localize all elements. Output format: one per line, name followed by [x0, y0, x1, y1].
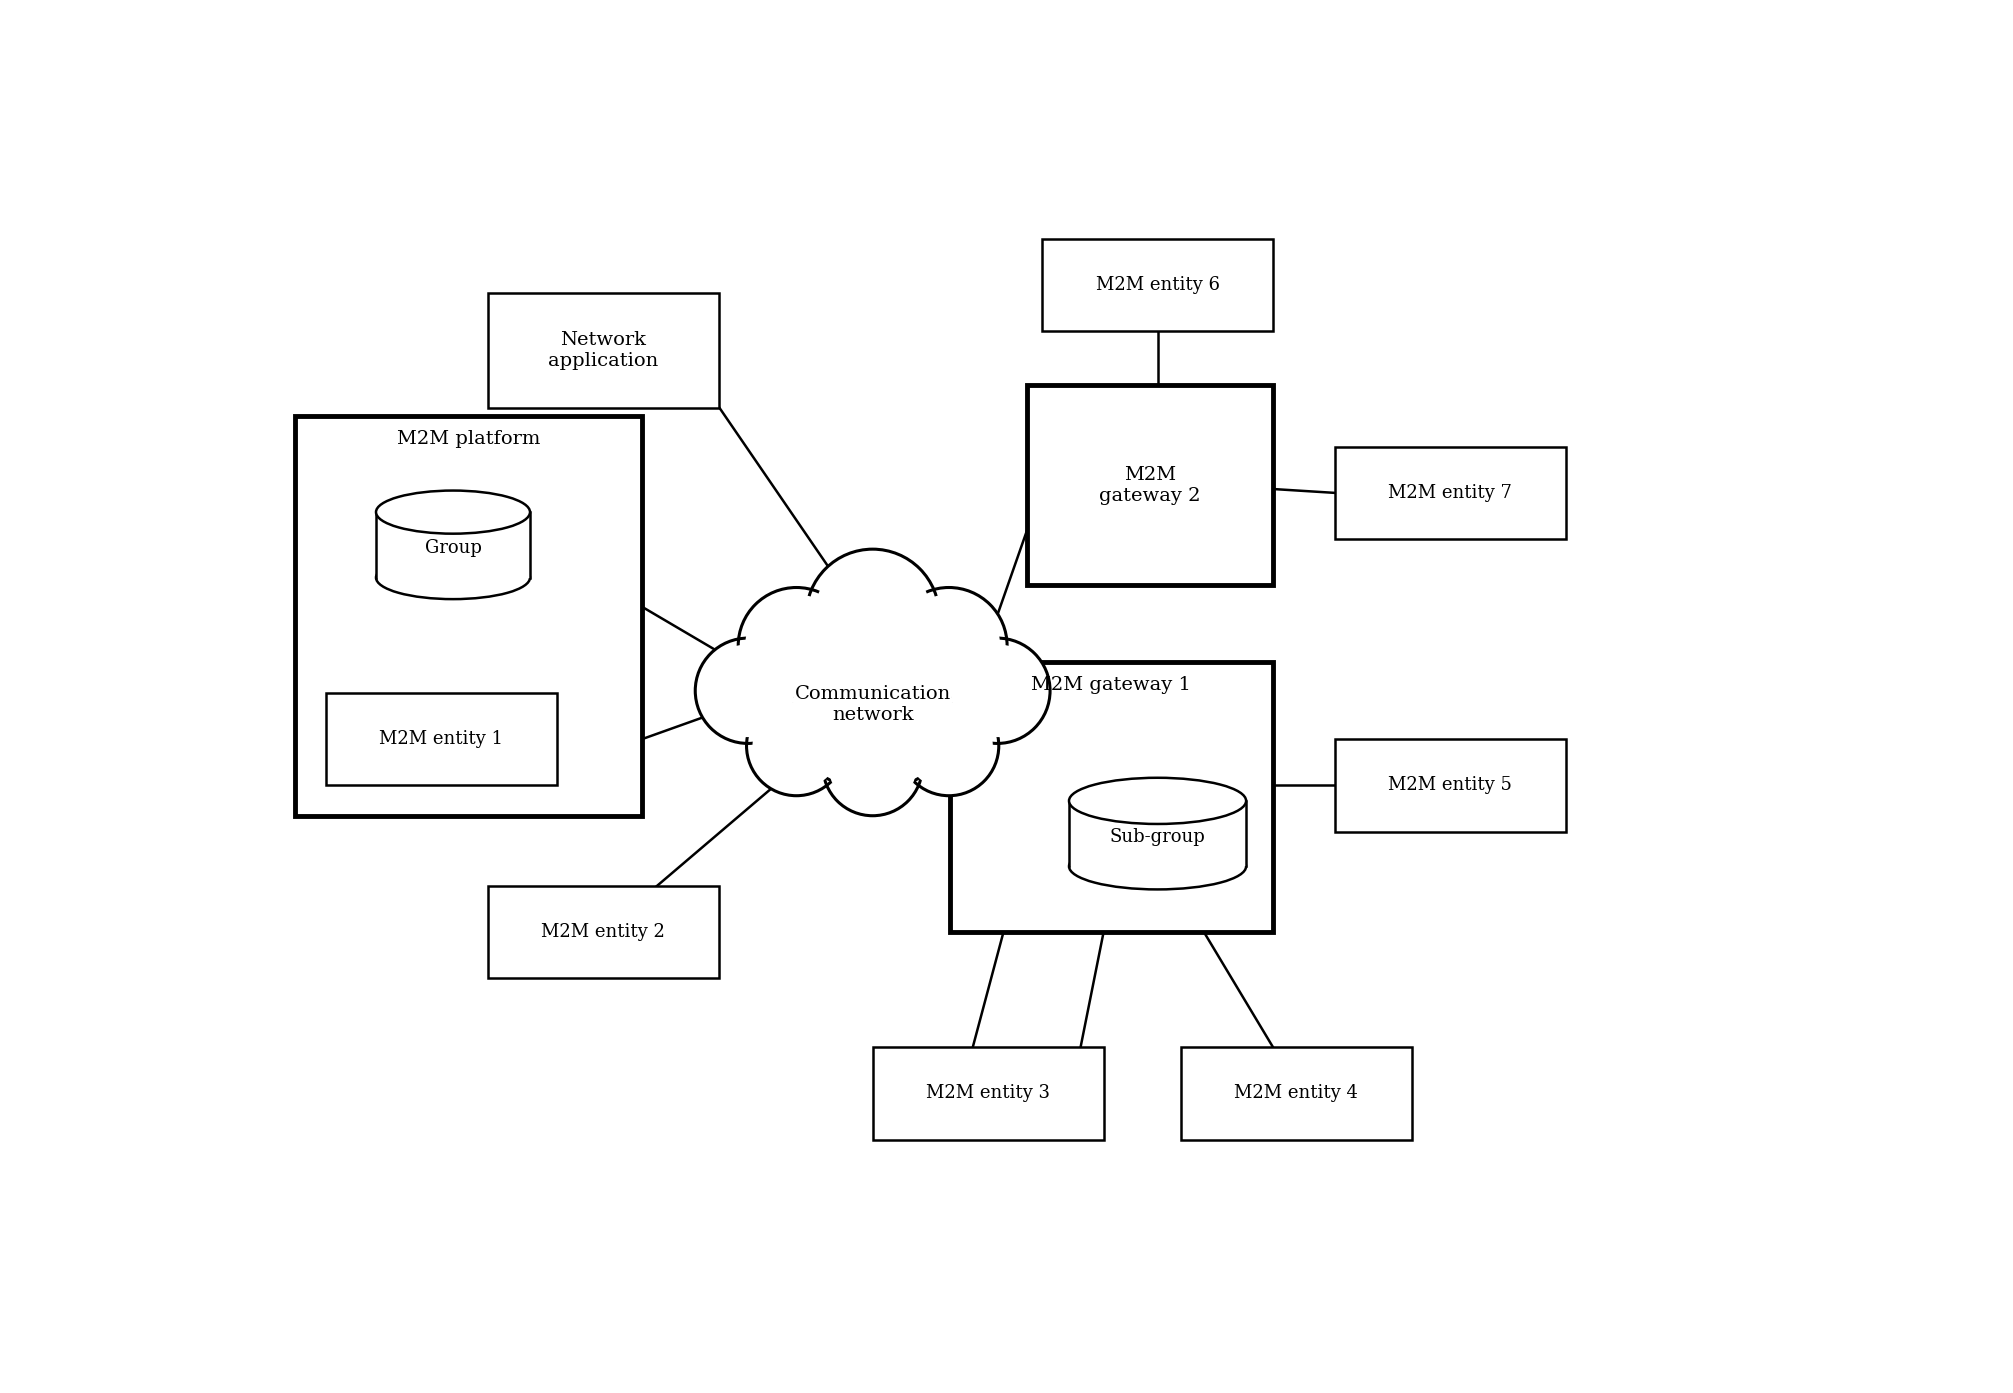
Text: M2M platform: M2M platform	[397, 429, 539, 447]
Circle shape	[805, 549, 940, 683]
FancyBboxPatch shape	[376, 513, 529, 578]
Circle shape	[950, 645, 1045, 737]
Text: M2M entity 2: M2M entity 2	[541, 922, 664, 940]
Text: Network
application: Network application	[548, 332, 658, 369]
Text: M2M
gateway 2: M2M gateway 2	[1099, 465, 1200, 504]
Circle shape	[829, 722, 916, 809]
Circle shape	[906, 702, 992, 790]
Ellipse shape	[376, 556, 529, 599]
Circle shape	[890, 588, 1006, 703]
FancyBboxPatch shape	[950, 662, 1272, 932]
Ellipse shape	[1069, 843, 1246, 889]
Text: M2M entity 4: M2M entity 4	[1234, 1085, 1359, 1102]
FancyBboxPatch shape	[1027, 384, 1272, 585]
FancyBboxPatch shape	[1182, 1048, 1411, 1139]
Circle shape	[745, 595, 847, 696]
Circle shape	[944, 638, 1051, 744]
Circle shape	[747, 696, 845, 795]
Text: M2M entity 3: M2M entity 3	[926, 1085, 1051, 1102]
Text: M2M entity 6: M2M entity 6	[1095, 276, 1220, 294]
Text: M2M entity 7: M2M entity 7	[1389, 483, 1512, 501]
Circle shape	[898, 595, 1000, 696]
Text: Group: Group	[425, 539, 481, 557]
Text: M2M entity 1: M2M entity 1	[380, 730, 503, 748]
Circle shape	[900, 696, 998, 795]
Circle shape	[813, 557, 932, 674]
Text: Communication
network: Communication network	[795, 685, 950, 724]
Ellipse shape	[1069, 777, 1246, 825]
FancyBboxPatch shape	[487, 293, 719, 408]
Text: Sub-group: Sub-group	[1109, 827, 1206, 846]
FancyBboxPatch shape	[1335, 740, 1566, 832]
Ellipse shape	[376, 490, 529, 534]
Circle shape	[694, 638, 801, 744]
Circle shape	[739, 588, 856, 703]
Text: M2M gateway 1: M2M gateway 1	[1031, 676, 1192, 694]
Circle shape	[703, 645, 795, 737]
Text: M2M entity 5: M2M entity 5	[1389, 776, 1512, 794]
FancyBboxPatch shape	[1069, 801, 1246, 866]
FancyBboxPatch shape	[1335, 447, 1566, 539]
Circle shape	[753, 702, 839, 790]
FancyBboxPatch shape	[1043, 238, 1272, 332]
FancyBboxPatch shape	[487, 886, 719, 978]
FancyBboxPatch shape	[326, 694, 558, 786]
FancyBboxPatch shape	[296, 417, 642, 816]
Circle shape	[783, 610, 962, 791]
Circle shape	[823, 716, 922, 816]
FancyBboxPatch shape	[874, 1048, 1103, 1139]
Circle shape	[793, 621, 952, 780]
